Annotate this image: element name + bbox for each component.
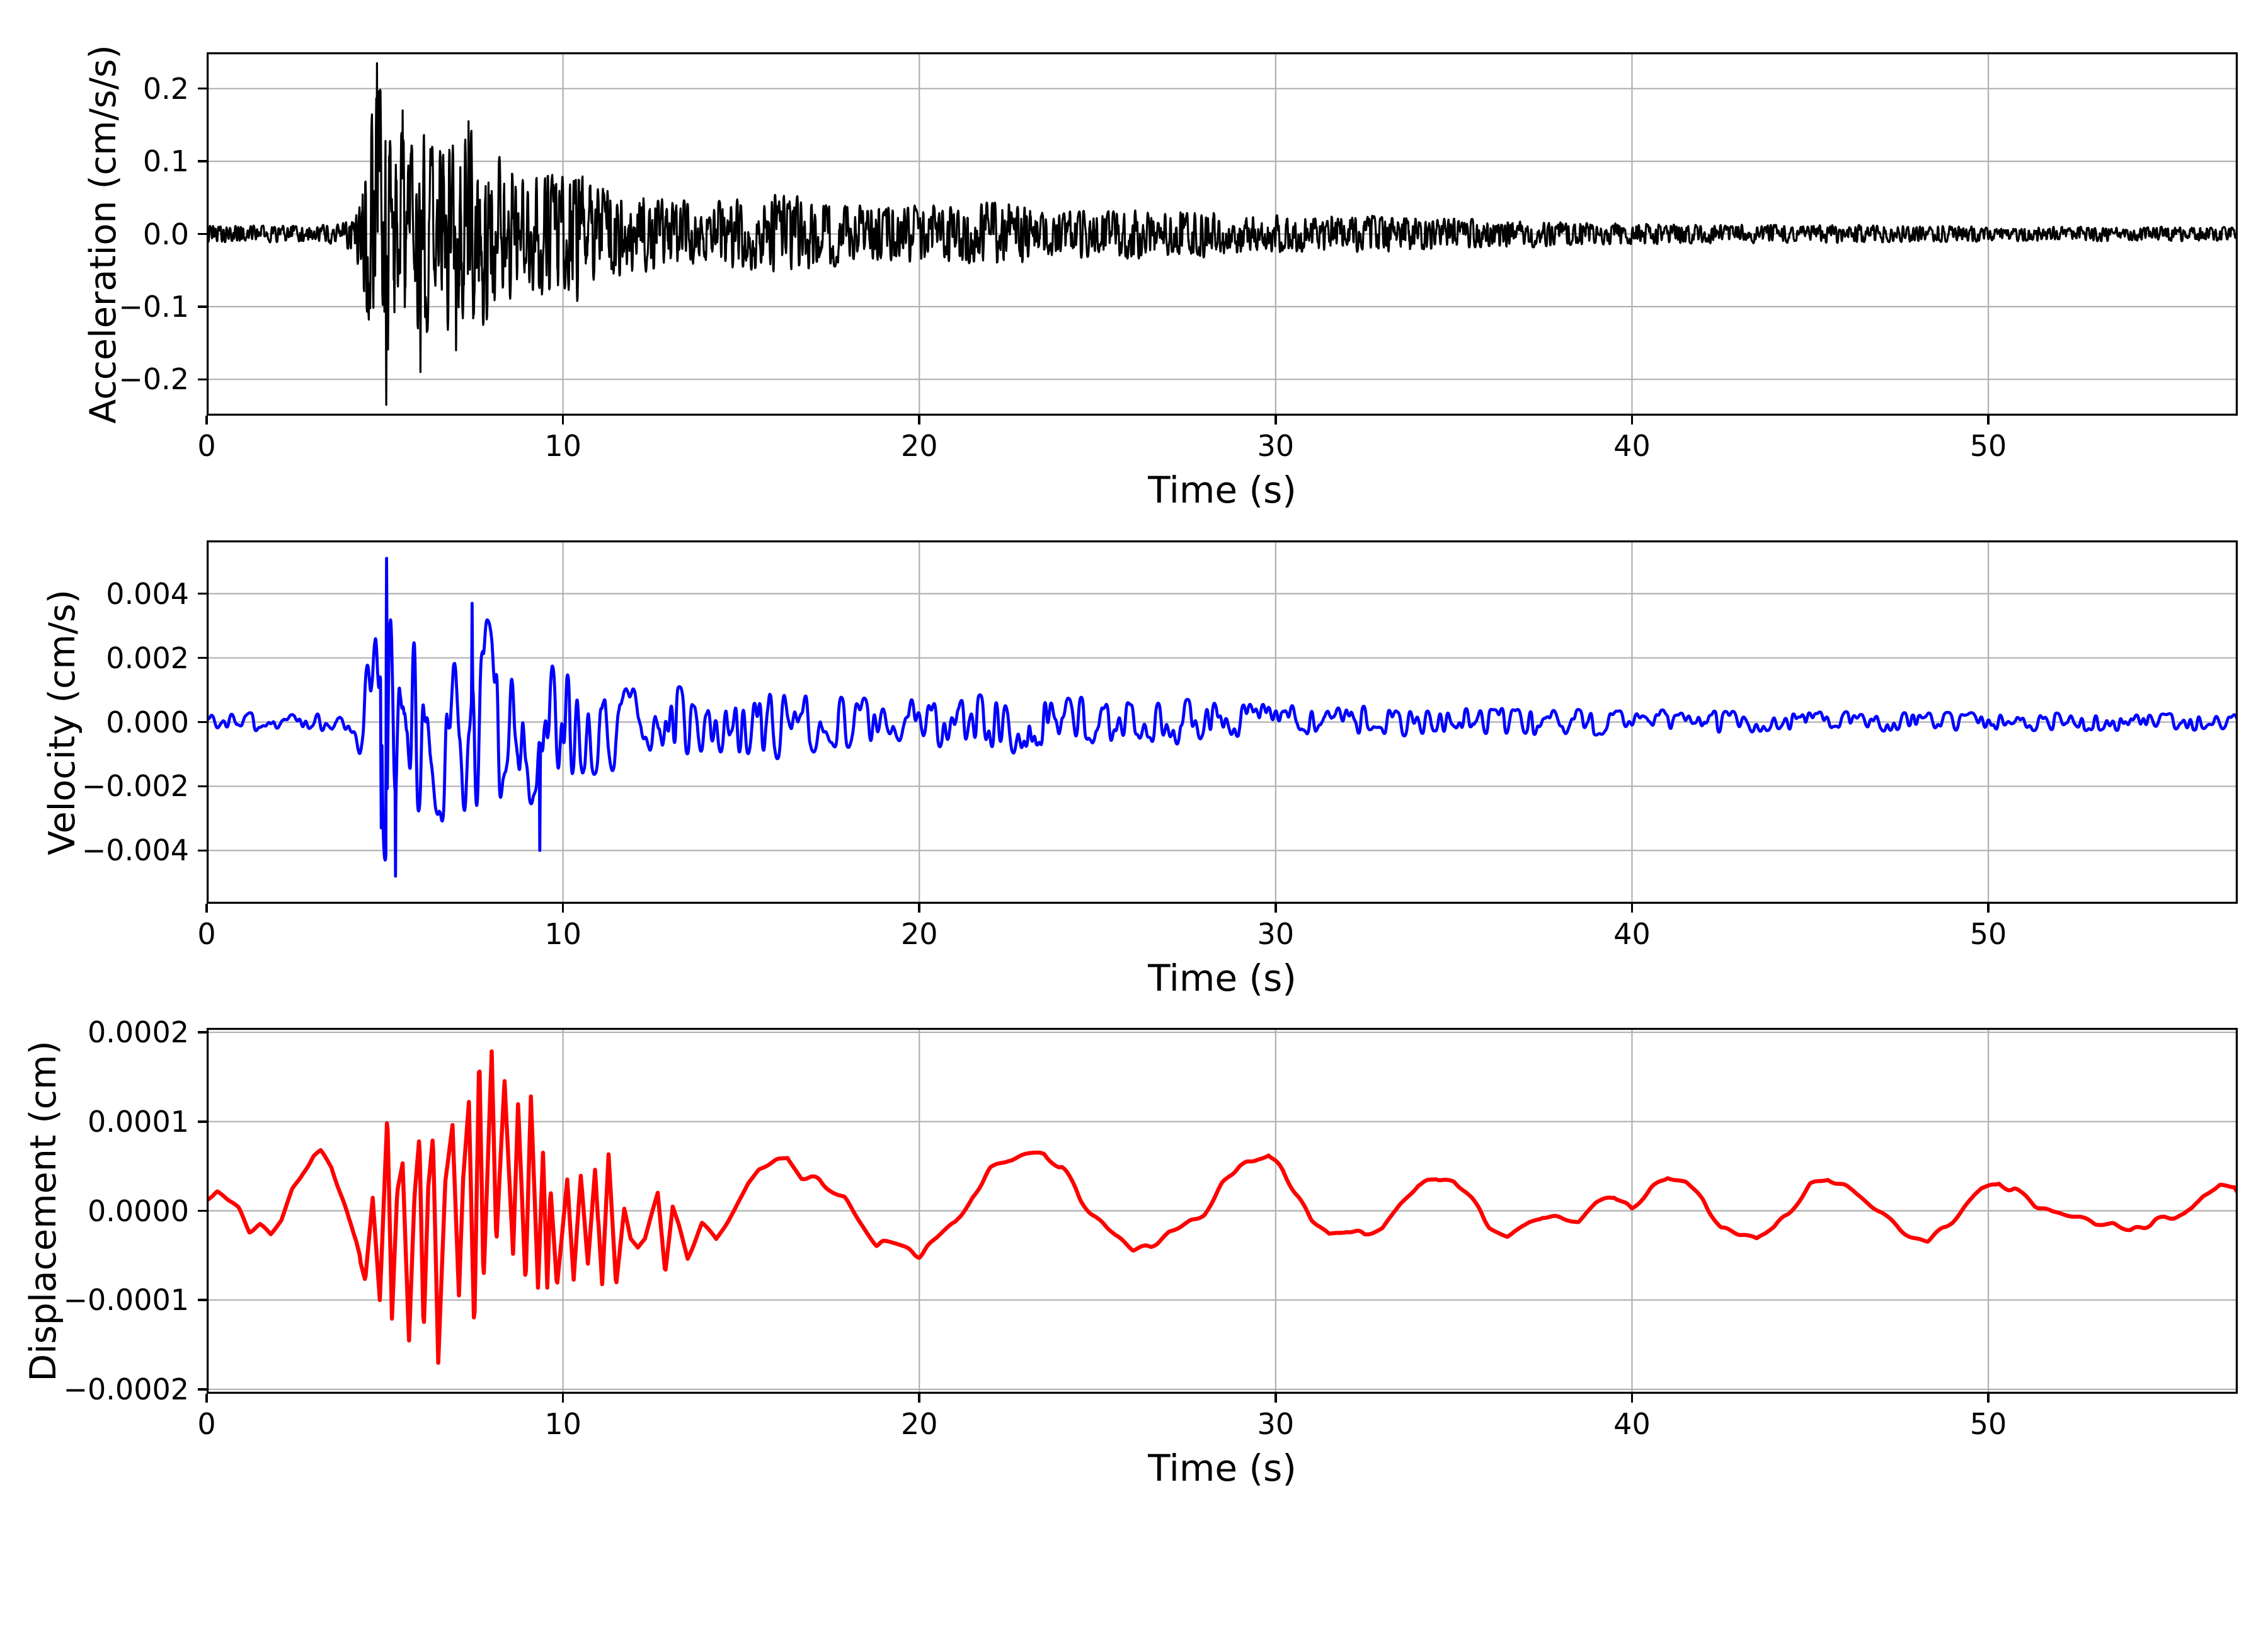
y-tick-label: −0.0001 xyxy=(63,1283,190,1318)
y-tick-label: −0.2 xyxy=(118,362,189,397)
y-tick-mark xyxy=(198,232,207,236)
y-tick-mark xyxy=(198,592,207,595)
y-tick-label: 0.0 xyxy=(142,217,189,251)
y-tick-label: −0.004 xyxy=(81,833,189,868)
x-tick-mark xyxy=(1274,1394,1277,1403)
y-tick-label: −0.1 xyxy=(118,289,189,324)
y-tick-mark xyxy=(198,721,207,724)
y-tick-mark xyxy=(198,1388,207,1391)
x-tick-label: 20 xyxy=(900,917,938,951)
x-tick-label: 40 xyxy=(1613,917,1651,951)
x-tick-mark xyxy=(561,904,564,913)
y-tick-label: 0.002 xyxy=(106,641,189,675)
acceleration-plot xyxy=(207,52,2238,416)
y-tick-label: 0.1 xyxy=(142,144,189,179)
x-tick-label: 0 xyxy=(197,429,216,463)
x-tick-mark xyxy=(1274,416,1277,424)
x-tick-label: 40 xyxy=(1613,1407,1651,1441)
velocity-waveform xyxy=(207,557,2238,878)
x-tick-label: 30 xyxy=(1257,917,1295,951)
x-tick-label: 40 xyxy=(1613,429,1651,463)
y-tick-label: 0.000 xyxy=(106,705,189,739)
y-tick-mark xyxy=(198,305,207,308)
x-tick-mark xyxy=(1630,416,1634,424)
y-tick-label: 0.0001 xyxy=(88,1104,189,1139)
x-tick-mark xyxy=(1274,904,1277,913)
x-tick-label: 30 xyxy=(1257,1407,1295,1441)
y-tick-mark xyxy=(198,87,207,90)
y-tick-mark xyxy=(198,785,207,788)
y-tick-mark xyxy=(198,378,207,381)
axes-spines xyxy=(207,540,2238,904)
y-tick-label: 0.004 xyxy=(106,576,189,611)
x-tick-mark xyxy=(1987,904,1990,913)
x-tick-mark xyxy=(1630,1394,1634,1403)
x-tick-label: 10 xyxy=(544,917,581,951)
x-tick-mark xyxy=(205,904,208,913)
y-tick-mark xyxy=(198,1209,207,1212)
x-tick-mark xyxy=(1987,1394,1990,1403)
x-tick-mark xyxy=(205,1394,208,1403)
axes-spines xyxy=(207,52,2238,416)
acceleration-x-axis-label: Time (s) xyxy=(1148,469,1297,511)
x-tick-label: 50 xyxy=(1969,1407,2007,1441)
x-tick-mark xyxy=(918,416,920,424)
x-tick-label: 50 xyxy=(1969,917,2007,951)
velocity-plot xyxy=(207,540,2238,904)
x-tick-label: 10 xyxy=(544,429,581,463)
y-tick-label: 0.2 xyxy=(142,71,189,106)
x-tick-mark xyxy=(561,1394,564,1403)
y-tick-mark xyxy=(198,1120,207,1123)
displacement-waveform xyxy=(207,1049,2238,1365)
velocity-x-axis-label: Time (s) xyxy=(1148,957,1297,1000)
y-tick-label: −0.002 xyxy=(81,769,189,804)
x-tick-mark xyxy=(1987,416,1990,424)
x-tick-mark xyxy=(561,416,564,424)
x-tick-mark xyxy=(918,904,920,913)
x-tick-label: 0 xyxy=(197,917,216,951)
acceleration-waveform xyxy=(207,62,2238,406)
y-tick-label: −0.0002 xyxy=(63,1372,190,1406)
y-tick-mark xyxy=(198,656,207,659)
x-tick-label: 10 xyxy=(544,1407,581,1441)
x-tick-label: 20 xyxy=(900,1407,938,1441)
displacement-plot xyxy=(207,1028,2238,1394)
axes-spines xyxy=(207,1028,2238,1394)
x-tick-mark xyxy=(1630,904,1634,913)
y-tick-mark xyxy=(198,1299,207,1301)
y-tick-mark xyxy=(198,849,207,852)
x-tick-label: 30 xyxy=(1257,429,1295,463)
y-tick-mark xyxy=(198,160,207,162)
figure-canvas: { "page": {"background": "#ffffff", "gri… xyxy=(23,44,2238,1490)
x-tick-mark xyxy=(205,416,208,424)
x-tick-label: 20 xyxy=(900,429,938,463)
x-tick-label: 0 xyxy=(197,1407,216,1441)
x-tick-mark xyxy=(918,1394,920,1403)
x-tick-label: 50 xyxy=(1969,429,2007,463)
displacement-x-axis-label: Time (s) xyxy=(1148,1447,1297,1490)
y-tick-label: 0.0002 xyxy=(88,1015,189,1050)
y-tick-label: 0.0000 xyxy=(88,1193,189,1228)
y-tick-mark xyxy=(198,1031,207,1034)
